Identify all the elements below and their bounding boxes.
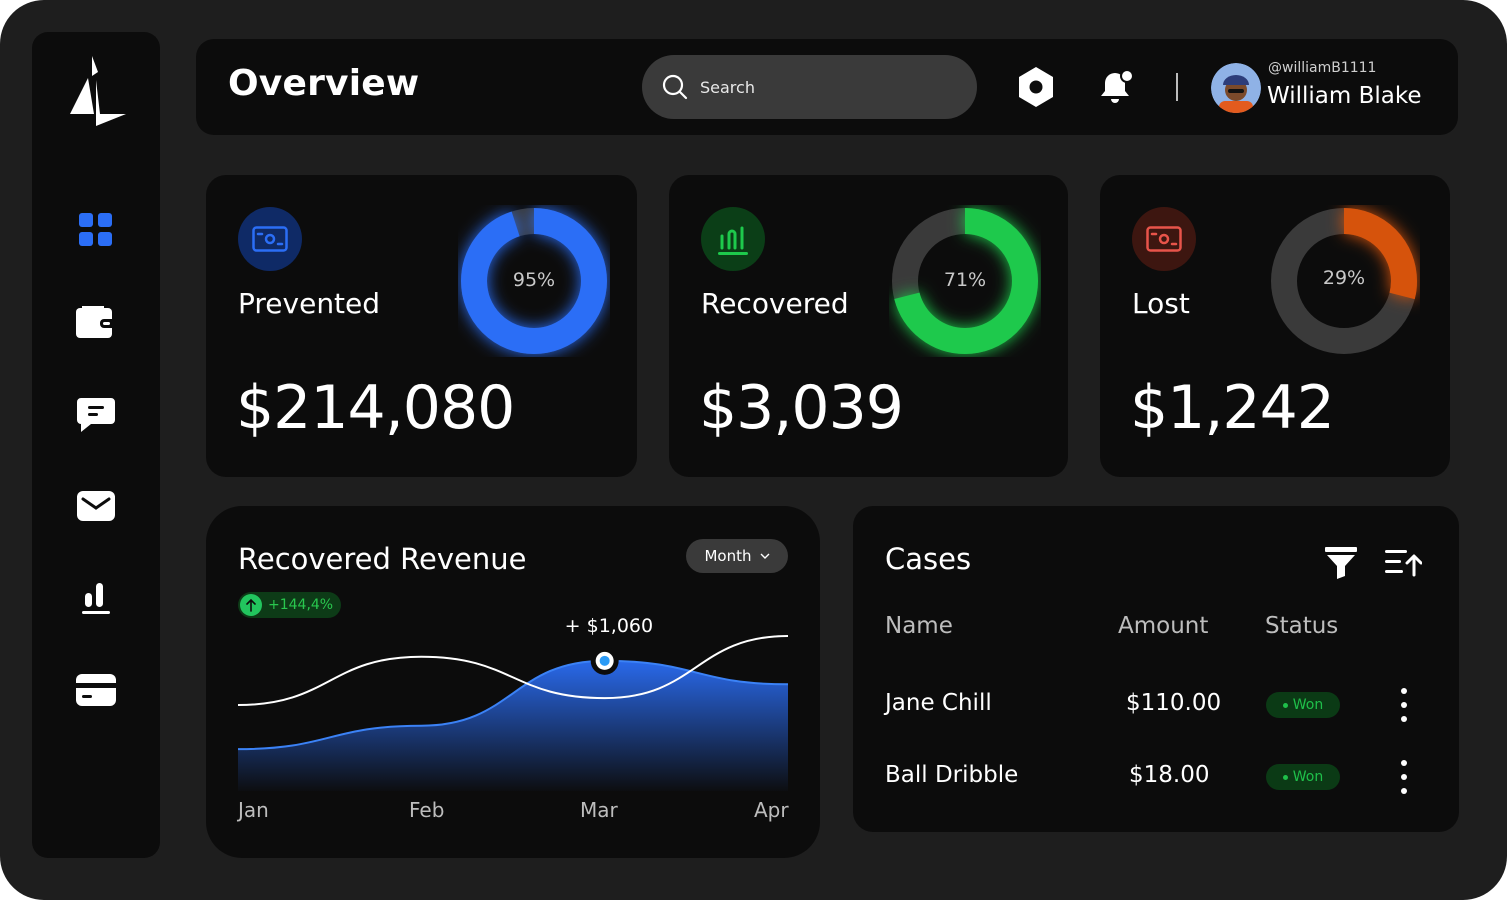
ring-progress [1271,208,1417,354]
revenue-card: Recovered Revenue Month +144,4% + [206,506,820,858]
sidebar [32,32,160,858]
progress-percent: 29% [1322,267,1366,289]
money-icon [252,226,288,252]
progress-ring: 71% [889,205,1041,357]
x-tick: Apr [754,798,789,822]
stat-label: Recovered [701,287,849,320]
stat-value: $3,039 [699,373,904,443]
period-label: Month [704,547,752,565]
column-header-amount[interactable]: Amount [1118,613,1209,639]
chart-bars-icon [718,226,748,255]
status-badge: Won [1266,692,1340,718]
dashboard-icon [79,213,112,246]
search-bar[interactable] [642,55,977,119]
sidebar-item-wallet[interactable] [72,298,120,346]
progress-ring: 29% [1268,205,1420,357]
row-menu-button[interactable] [1394,760,1414,794]
filter-icon [1325,547,1357,579]
period-dropdown[interactable]: Month [686,539,788,573]
ring-progress [461,208,607,354]
progress-ring: 95% [458,205,610,357]
logo [66,54,126,126]
filter-button[interactable] [1321,544,1361,580]
stat-value: $1,242 [1130,373,1335,443]
growth-badge: +144,4% [238,592,342,618]
user-name: William Blake [1267,83,1422,109]
x-tick: Feb [409,798,445,822]
sort-icon [1385,550,1422,577]
sidebar-item-dashboard[interactable] [72,206,120,254]
x-tick: Jan [238,798,269,822]
wallet-icon [76,306,116,338]
stat-badge [1132,207,1196,271]
cases-card: Cases Name Amount Status Jane Chill $110… [853,506,1459,832]
stat-card-prevented: Prevented $214,080 95% [206,175,637,477]
gear-icon [1019,67,1053,107]
ring-progress [892,208,1038,354]
progress-percent: 71% [943,269,987,291]
settings-button[interactable] [1014,65,1058,109]
x-tick: Mar [580,798,618,822]
top-bar: Overview [196,39,1458,135]
chart-icon [82,583,110,614]
progress-percent: 95% [512,269,556,291]
status-badge: Won [1266,764,1340,790]
stat-label: Prevented [238,287,381,320]
line-series [237,635,789,706]
column-header-status[interactable]: Status [1265,613,1339,639]
search-input[interactable] [698,76,942,98]
user-handle: @williamB1111 [1268,60,1377,76]
chat-icon [77,398,115,432]
column-header-name[interactable]: Name [885,613,953,639]
area-series-line [237,659,789,751]
case-amount: $110.00 [1126,690,1222,716]
stat-value: $214,080 [236,373,515,443]
avatar[interactable] [1211,63,1261,113]
area-series-fill [238,660,788,791]
card-icon [76,674,116,706]
notifications-button[interactable] [1096,65,1140,109]
case-name: Ball Dribble [885,762,1019,788]
stat-badge [238,207,302,271]
sidebar-item-cards[interactable] [72,666,120,714]
chevron-down-icon [760,553,769,559]
case-amount: $18.00 [1129,762,1210,788]
revenue-chart [237,635,789,791]
header-divider [1176,73,1178,101]
arrow-up-icon [240,594,262,616]
stat-card-recovered: Recovered $3,039 71% [669,175,1068,477]
sidebar-item-analytics[interactable] [72,574,120,622]
peak-label: + $1,060 [564,614,654,637]
sort-button[interactable] [1383,544,1423,580]
bell-icon [1101,69,1134,103]
stat-card-lost: Lost $1,242 29% [1100,175,1450,477]
stat-label: Lost [1132,287,1190,320]
sidebar-item-messages[interactable] [72,390,120,438]
money-icon [1146,226,1182,252]
search-icon [662,74,688,100]
highlight-point-core [599,655,610,666]
sidebar-item-mail[interactable] [72,482,120,530]
revenue-title: Recovered Revenue [238,542,527,576]
stat-badge [701,207,765,271]
case-name: Jane Chill [885,690,992,716]
growth-value: +144,4% [268,597,334,613]
cases-title: Cases [885,542,972,576]
mail-icon [77,491,115,521]
page-title: Overview [228,63,420,104]
row-menu-button[interactable] [1394,688,1414,722]
